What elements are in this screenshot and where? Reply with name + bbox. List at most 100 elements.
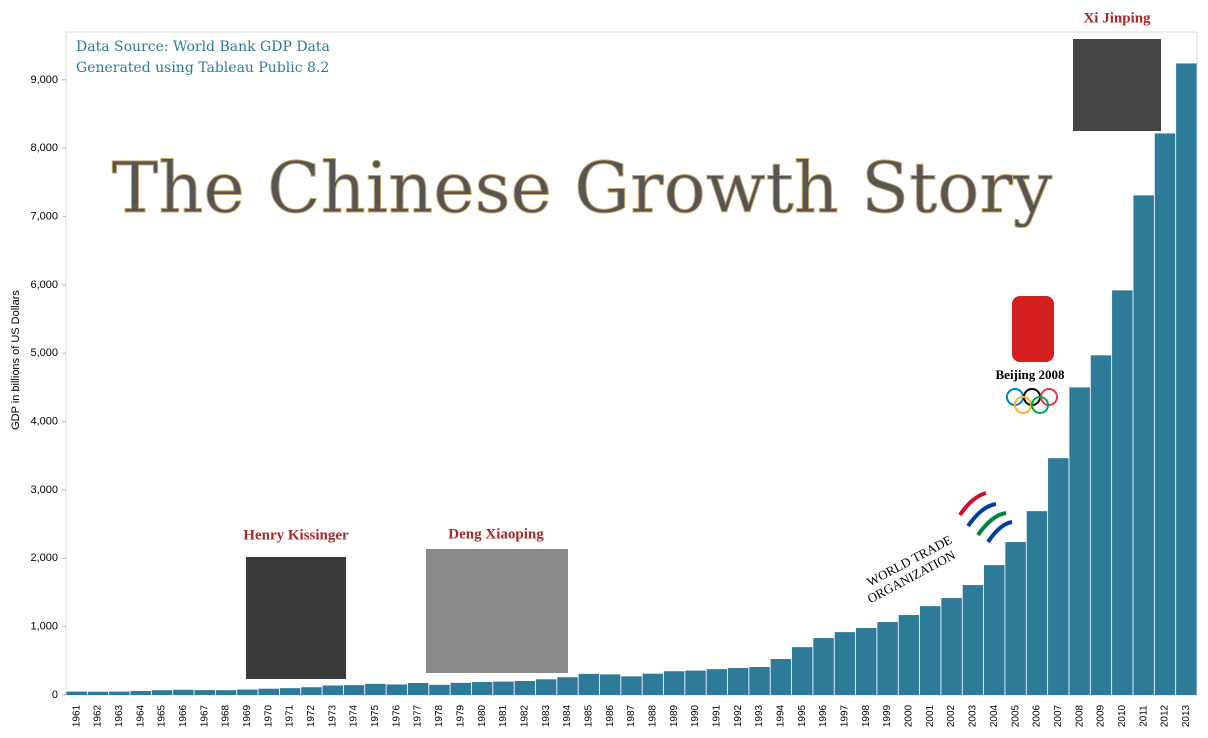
y-tick-label: 2,000 bbox=[30, 552, 58, 564]
bar bbox=[365, 683, 386, 695]
x-tick-label: 2011 bbox=[1138, 705, 1149, 727]
photo-deng bbox=[426, 549, 568, 673]
bar bbox=[834, 632, 856, 695]
y-tick-label: 7,000 bbox=[30, 210, 58, 222]
bar bbox=[706, 669, 728, 695]
x-tick-label: 2001 bbox=[925, 704, 936, 727]
bar bbox=[578, 673, 600, 695]
bar bbox=[173, 689, 194, 695]
bar bbox=[855, 628, 877, 695]
bar bbox=[727, 668, 749, 695]
bar bbox=[749, 667, 770, 695]
x-tick-label: 1975 bbox=[370, 704, 381, 727]
x-tick-label: 1974 bbox=[349, 704, 360, 727]
x-tick-label: 1980 bbox=[477, 704, 488, 727]
x-tick-label: 1971 bbox=[285, 704, 296, 727]
bar bbox=[322, 685, 343, 695]
bar bbox=[877, 622, 898, 695]
wto-logo bbox=[958, 491, 1013, 544]
bar bbox=[1154, 133, 1176, 696]
bar bbox=[791, 647, 813, 695]
bar bbox=[279, 688, 301, 695]
bar bbox=[194, 690, 215, 695]
bar bbox=[301, 687, 322, 695]
x-tick-label: 1978 bbox=[434, 704, 445, 727]
y-axis-label: GDP in billions of US Dollars bbox=[10, 290, 22, 430]
bar bbox=[898, 615, 920, 695]
x-tick-label: 2008 bbox=[1074, 704, 1085, 727]
x-tick-label: 2002 bbox=[946, 704, 957, 727]
bar bbox=[1133, 195, 1154, 695]
x-tick-label: 1998 bbox=[861, 704, 872, 727]
olympic-emblem bbox=[1012, 296, 1054, 362]
x-tick-label: 2000 bbox=[904, 704, 915, 727]
x-tick-label: 1968 bbox=[221, 704, 232, 727]
bar bbox=[1005, 542, 1026, 695]
annotation: Xi Jinping bbox=[1083, 10, 1151, 26]
bar bbox=[663, 671, 685, 695]
bar bbox=[770, 659, 792, 695]
y-tick-label: 4,000 bbox=[30, 416, 58, 428]
bar bbox=[386, 684, 408, 695]
x-tick-label: 2010 bbox=[1117, 704, 1128, 727]
bar bbox=[941, 598, 962, 695]
x-tick-label: 1963 bbox=[114, 704, 125, 727]
bar bbox=[493, 681, 514, 695]
bar bbox=[984, 565, 1005, 695]
x-tick-label: 2004 bbox=[989, 704, 1000, 727]
x-tick-label: 1982 bbox=[519, 704, 530, 727]
bar bbox=[471, 681, 493, 695]
bar bbox=[407, 683, 429, 695]
x-tick-label: 1987 bbox=[626, 704, 637, 727]
x-tick-label: 2012 bbox=[1160, 704, 1171, 727]
bar bbox=[151, 690, 173, 695]
bar bbox=[109, 691, 130, 695]
bar bbox=[535, 679, 557, 695]
bar bbox=[920, 606, 941, 695]
x-tick-label: 1988 bbox=[647, 704, 658, 727]
y-tick-label: 5,000 bbox=[30, 347, 58, 359]
x-tick-label: 1965 bbox=[157, 704, 168, 727]
bar bbox=[66, 691, 87, 695]
bar bbox=[237, 689, 258, 695]
annotation: Beijing 2008 bbox=[996, 367, 1065, 382]
x-tick-label: 2009 bbox=[1096, 704, 1107, 727]
x-tick-label: 1989 bbox=[669, 704, 680, 727]
bar bbox=[1069, 387, 1090, 695]
x-tick-label: 1994 bbox=[776, 704, 787, 727]
bar bbox=[1048, 458, 1069, 695]
photo-xi bbox=[1073, 39, 1161, 131]
annotation: Deng Xiaoping bbox=[448, 526, 544, 542]
x-tick-label: 1983 bbox=[541, 704, 552, 727]
bar bbox=[1090, 355, 1112, 695]
x-tick-label: 2003 bbox=[968, 704, 979, 727]
x-tick-label: 1970 bbox=[263, 704, 274, 727]
x-tick-label: 1995 bbox=[797, 704, 808, 727]
bar bbox=[557, 677, 578, 695]
bar bbox=[343, 685, 365, 695]
bar bbox=[1176, 63, 1197, 696]
x-tick-label: 1991 bbox=[711, 704, 722, 727]
bar bbox=[130, 690, 151, 695]
x-tick-label: 1996 bbox=[818, 704, 829, 727]
y-tick-label: 0 bbox=[52, 689, 58, 701]
x-tick-label: 1976 bbox=[391, 704, 402, 727]
bar bbox=[258, 688, 279, 695]
bar bbox=[450, 682, 472, 695]
x-tick-label: 2005 bbox=[1010, 704, 1021, 727]
x-tick-label: 1981 bbox=[498, 704, 509, 727]
bar bbox=[813, 638, 834, 695]
x-tick-label: 1966 bbox=[178, 704, 189, 727]
x-tick-label: 1997 bbox=[840, 704, 851, 727]
x-tick-label: 1967 bbox=[199, 704, 210, 727]
x-tick-label: 1990 bbox=[690, 704, 701, 727]
x-tick-label: 1985 bbox=[583, 704, 594, 727]
bar bbox=[1112, 290, 1133, 695]
y-tick-label: 3,000 bbox=[30, 484, 58, 496]
x-tick-label: 1984 bbox=[562, 704, 573, 727]
x-tick-label: 2007 bbox=[1053, 704, 1064, 727]
x-tick-label: 2006 bbox=[1032, 704, 1043, 727]
bar bbox=[87, 691, 109, 695]
